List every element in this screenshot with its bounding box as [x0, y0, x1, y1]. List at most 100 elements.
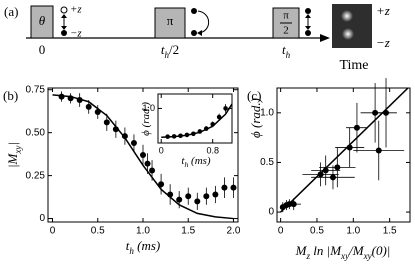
x-tick-label: 1.0: [346, 226, 360, 237]
label-part: xy: [340, 251, 350, 261]
y-tick-label: 0.75: [26, 84, 46, 95]
state-dot: [61, 30, 67, 36]
point: [375, 147, 382, 154]
panel-label: (c): [247, 88, 261, 103]
pulse-label: π: [283, 10, 289, 22]
state-dot: [305, 30, 311, 36]
pulse-box: [30, 5, 54, 39]
label-part: |M: [5, 152, 20, 168]
y-tick-label: 0.5: [260, 157, 274, 168]
image-label: −z: [376, 35, 390, 50]
point: [144, 160, 151, 167]
axis-label: ϕ (rad.): [248, 98, 263, 138]
label-part: (ms): [188, 155, 211, 167]
state-dot: [191, 8, 197, 14]
t: /2: [169, 42, 179, 57]
x-tick-label: 0.5: [91, 226, 105, 237]
point: [223, 106, 228, 111]
label-part: h: [129, 246, 134, 256]
label-part: (ms): [134, 238, 160, 253]
x-tick-label: 1.5: [181, 226, 195, 237]
point: [212, 191, 219, 198]
y-tick-label: 1.0: [142, 103, 155, 113]
axis-label: th (ms): [181, 155, 211, 170]
plot: 0 0.5 1.0 1.5 0 0.5 1.0: [260, 78, 411, 237]
label-part: t: [126, 238, 130, 253]
y-tick-label: 0: [39, 213, 45, 224]
fit-line: [280, 88, 410, 213]
label-part: |: [5, 142, 20, 146]
fit-line: [161, 103, 232, 138]
axis-label: th (ms): [126, 238, 161, 256]
label-part: (0)|: [372, 243, 391, 258]
plot-frame: [276, 87, 411, 223]
point: [103, 119, 110, 126]
x-tick-label: 0.5: [310, 226, 324, 237]
axis-label: Time: [339, 58, 368, 73]
y-tick-label: 0.50: [26, 127, 46, 138]
x-tick-label: 0: [159, 145, 164, 155]
x-tick-label: 0: [278, 226, 284, 237]
panel-label: (a): [4, 4, 18, 19]
pulse-label: θ: [39, 13, 46, 28]
y-tick-label: 0: [268, 207, 274, 218]
time-label: 0: [39, 42, 46, 57]
label-part: ϕ (rad.): [248, 98, 263, 138]
arrow-head: [197, 30, 202, 36]
x-tick-label: 1.0: [136, 226, 150, 237]
time-label: th: [282, 42, 291, 60]
x-tick-label: 0: [50, 226, 56, 237]
x-tick-label: 0.8: [206, 145, 219, 155]
arrow-head: [61, 26, 67, 30]
label-part: ϕ (rad.): [140, 102, 152, 136]
label-part: t: [181, 155, 185, 167]
image-label: +z: [376, 3, 390, 18]
point: [353, 124, 360, 131]
t: 0: [39, 42, 46, 57]
image: [332, 4, 372, 48]
point: [230, 184, 237, 191]
point: [221, 184, 228, 191]
spot: [342, 28, 354, 40]
pulse-box: [154, 7, 186, 39]
label-part: M: [295, 243, 308, 258]
y-tick-label: 1.0: [260, 107, 274, 118]
label-part: /M: [348, 243, 365, 258]
state-dot: [60, 6, 68, 14]
flip-arrow: [197, 10, 210, 34]
axis-label: |Mxy|: [5, 142, 23, 168]
point: [121, 133, 128, 140]
state-dot: [305, 8, 311, 14]
point: [194, 198, 201, 205]
state-label: −z: [70, 28, 82, 40]
point: [140, 152, 146, 158]
t: h: [286, 50, 291, 60]
point: [329, 174, 336, 181]
axis-label: Mz ln |Mxy/Mxy(0)|: [295, 243, 391, 261]
arrow-head: [320, 34, 330, 42]
point: [334, 164, 341, 171]
plot: 0 0.8 1.0: [142, 93, 233, 155]
state-dot: [191, 30, 197, 36]
t: t: [282, 42, 286, 57]
arrow-head: [61, 14, 67, 18]
t: h: [165, 50, 170, 60]
state-label: +z: [70, 4, 82, 16]
t: t: [161, 42, 165, 57]
panel-label: (b): [3, 88, 18, 103]
point: [85, 103, 92, 110]
label-part: xy: [13, 145, 23, 155]
point: [185, 193, 192, 200]
point: [290, 201, 297, 208]
label-part: xy: [363, 251, 373, 261]
point: [158, 181, 165, 188]
y-tick-label: 0.25: [26, 170, 46, 181]
arrow-head: [305, 26, 311, 30]
pulse-label: 2: [283, 25, 289, 37]
label-part: z: [305, 251, 310, 261]
pulse-box: [272, 7, 300, 39]
x-tick-label: 1.5: [383, 226, 397, 237]
pulse-label: π: [167, 13, 174, 28]
point: [149, 167, 156, 174]
